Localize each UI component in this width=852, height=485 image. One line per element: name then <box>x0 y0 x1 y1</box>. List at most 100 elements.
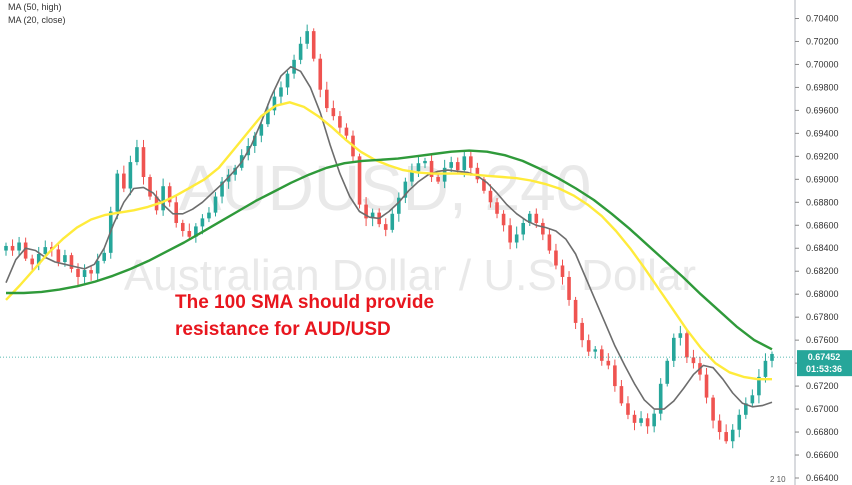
price-tag: 0.67452 01:53:36 <box>797 350 852 377</box>
annotation-line-2: resistance for AUD/USD <box>175 319 391 340</box>
tick-label: 0.66600 <box>806 450 839 460</box>
tick-label: 0.70000 <box>806 59 839 69</box>
ma-50-high-line <box>5 101 772 381</box>
candle-down <box>469 156 473 168</box>
tick-label: 0.66800 <box>806 427 839 437</box>
footer-icons-text: 2 10 <box>770 475 786 484</box>
candle-up <box>449 162 453 168</box>
tick-label: 0.69000 <box>806 174 839 184</box>
candle-down <box>717 420 722 433</box>
candle-down <box>724 432 728 442</box>
candle-up <box>194 226 198 237</box>
candle-down <box>187 231 192 237</box>
tick-label: 0.70200 <box>806 36 839 46</box>
price-axis-ticks: 0.70400 0.70200 0.70000 0.69800 0.69600 0.694… <box>795 13 839 483</box>
candle-up <box>266 110 270 125</box>
tick-label: 0.69800 <box>806 82 839 92</box>
tick-label: 0.67600 <box>806 335 839 345</box>
candle-up <box>292 59 296 74</box>
candle-up <box>658 383 663 414</box>
candle-down <box>547 234 552 251</box>
candle-down <box>599 349 604 361</box>
candle-up <box>652 413 656 427</box>
ma-20-close-line <box>5 65 773 410</box>
candle-down <box>344 127 349 136</box>
candle-down <box>69 255 74 269</box>
candle-up <box>763 360 768 377</box>
candle-down <box>711 397 715 421</box>
chart-annotation: The 100 SMA should provide resistance fo… <box>175 292 434 340</box>
candle-down <box>613 365 617 387</box>
candle-up <box>135 147 139 163</box>
candle-down <box>318 58 323 90</box>
tick-label: 0.68000 <box>806 289 839 299</box>
candle-down <box>626 403 630 415</box>
candle-up <box>462 156 467 171</box>
moving-average-lines <box>5 65 773 410</box>
candle-up <box>750 395 755 404</box>
candle-down <box>23 242 28 259</box>
candle-down <box>475 167 480 180</box>
candle-down <box>338 116 342 128</box>
candlestick-series <box>4 24 774 449</box>
candle-down <box>311 31 316 59</box>
candle-down <box>606 360 611 366</box>
candle-down <box>586 340 591 352</box>
tick-label: 0.68800 <box>806 197 839 207</box>
candle-down <box>436 177 440 182</box>
candle-down <box>632 414 637 423</box>
candle-up <box>285 73 290 88</box>
tick-label: 0.69600 <box>806 105 839 115</box>
candle-up <box>370 212 375 219</box>
tick-label: 0.67800 <box>806 312 839 322</box>
candle-up <box>82 270 87 277</box>
candle-down <box>495 202 499 214</box>
candle-down <box>76 268 80 277</box>
candle-up <box>757 376 761 396</box>
price-axis[interactable]: 0.70400 0.70200 0.70000 0.69800 0.69600 0.694… <box>794 0 852 485</box>
candle-down <box>704 374 709 398</box>
indicator-legend-ma-high[interactable]: MA (50, high) <box>8 2 62 12</box>
candle-down <box>167 186 172 203</box>
candle-down <box>148 177 152 197</box>
candle-up <box>279 87 283 97</box>
candle-up <box>678 333 683 338</box>
candle-down <box>89 270 93 274</box>
candle-down <box>508 225 512 243</box>
candle-up <box>4 245 8 251</box>
candle-down <box>429 160 434 178</box>
candle-up <box>272 96 277 111</box>
candle-up <box>527 213 532 223</box>
candle-down <box>560 265 565 277</box>
tick-label: 0.69200 <box>806 151 839 161</box>
candle-up <box>213 196 218 213</box>
tick-label: 0.68400 <box>806 243 839 253</box>
candle-down <box>541 222 545 235</box>
candle-down <box>56 249 61 263</box>
candle-up <box>233 167 237 175</box>
candle-up <box>737 414 742 430</box>
last-price-label: 0.67452 <box>808 352 841 362</box>
candle-down <box>325 89 329 109</box>
candle-up <box>95 260 100 274</box>
tick-label: 0.68600 <box>806 220 839 230</box>
tick-label: 0.67000 <box>806 404 839 414</box>
candle-up <box>252 135 257 147</box>
candle-up <box>514 234 519 243</box>
candle-up <box>593 349 598 352</box>
candle-up <box>102 252 107 261</box>
watermark-description: Australian Dollar / U.S. Dollar <box>124 251 696 300</box>
candle-up <box>639 418 643 423</box>
candle-up <box>730 429 735 442</box>
candle-down <box>501 213 506 226</box>
candle-up <box>410 171 414 182</box>
candle-down <box>174 202 179 223</box>
candle-down <box>554 250 558 266</box>
ma-100-line <box>6 149 773 351</box>
tick-label: 0.66400 <box>806 473 839 483</box>
indicator-legend-ma-close[interactable]: MA (20, close) <box>8 15 66 25</box>
candle-down <box>567 276 571 300</box>
candle-up <box>671 337 676 361</box>
candle-up <box>390 213 395 230</box>
